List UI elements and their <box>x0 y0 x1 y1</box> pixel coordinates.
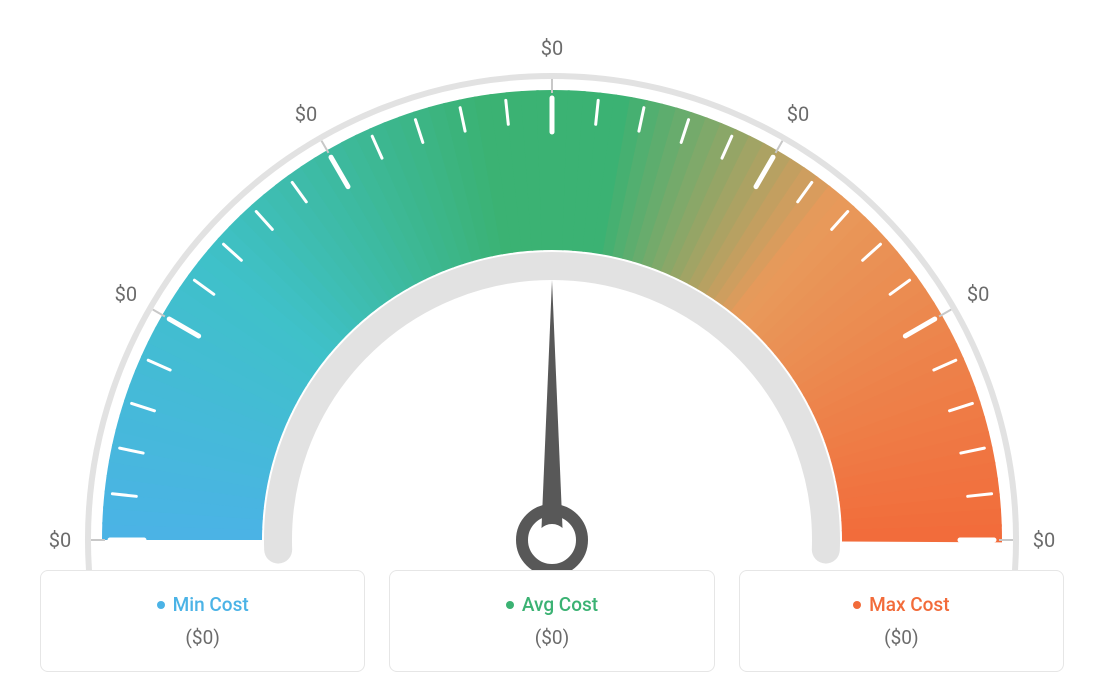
gauge-tick-label: $0 <box>49 528 71 552</box>
gauge-tick-label: $0 <box>1033 528 1055 552</box>
legend-card-max: Max Cost ($0) <box>739 570 1064 672</box>
legend-label: Avg Cost <box>522 593 598 616</box>
legend-row: Min Cost ($0) Avg Cost ($0) Max Cost ($0… <box>0 570 1104 690</box>
legend-card-min: Min Cost ($0) <box>40 570 365 672</box>
legend-title-min: Min Cost <box>157 593 249 616</box>
legend-label: Min Cost <box>173 593 249 616</box>
gauge-chart: $0 $0 $0 $0 $0 $0 $0 <box>0 0 1104 560</box>
legend-value: ($0) <box>535 626 569 649</box>
legend-card-avg: Avg Cost ($0) <box>389 570 714 672</box>
gauge-tick-label: $0 <box>967 282 989 306</box>
legend-value: ($0) <box>185 626 219 649</box>
bullet-icon <box>157 601 165 609</box>
gauge-tick-label: $0 <box>787 102 809 126</box>
gauge-tick-label: $0 <box>295 102 317 126</box>
bullet-icon <box>506 601 514 609</box>
legend-title-avg: Avg Cost <box>506 593 598 616</box>
gauge-tick-label: $0 <box>115 282 137 306</box>
legend-label: Max Cost <box>869 593 949 616</box>
legend-title-max: Max Cost <box>853 593 949 616</box>
legend-value: ($0) <box>884 626 918 649</box>
gauge-tick-label: $0 <box>541 36 563 60</box>
gauge-svg <box>0 10 1104 570</box>
gauge-needle <box>541 280 563 540</box>
bullet-icon <box>853 601 861 609</box>
